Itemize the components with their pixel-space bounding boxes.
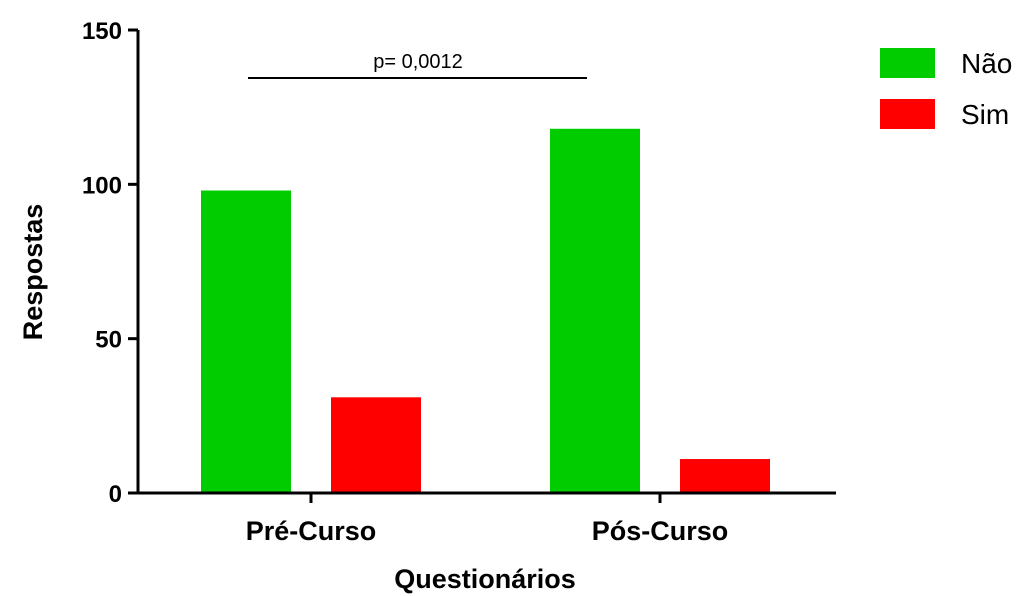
y-tick-label: 150 — [82, 18, 122, 45]
y-ticks-layer: 0 50 100 150 — [82, 18, 138, 508]
legend-swatch-nao — [880, 48, 935, 78]
bar-nao-pos-curso — [550, 128, 640, 494]
legend: Não Sim — [880, 48, 1012, 130]
significance-p-value: p= 0,0012 — [373, 51, 463, 73]
x-ticks-layer: Pré-Curso Pós-Curso — [246, 493, 729, 546]
legend-label-sim: Sim — [961, 99, 1009, 130]
y-tick-label: 0 — [109, 481, 122, 508]
y-tick-label: 50 — [95, 327, 122, 354]
bar-sim-pre-curso — [331, 397, 421, 493]
x-category-label-pre-curso: Pré-Curso — [246, 516, 377, 546]
y-axis-title: Respostas — [18, 204, 48, 341]
x-category-label-pos-curso: Pós-Curso — [592, 516, 729, 546]
bar-sim-pos-curso — [680, 459, 770, 493]
x-axis-title: Questionários — [394, 564, 576, 594]
legend-swatch-sim — [880, 99, 935, 129]
y-tick-label: 100 — [82, 172, 122, 199]
bars-layer — [201, 128, 770, 494]
bar-nao-pre-curso — [201, 190, 291, 494]
legend-label-nao: Não — [961, 48, 1012, 79]
